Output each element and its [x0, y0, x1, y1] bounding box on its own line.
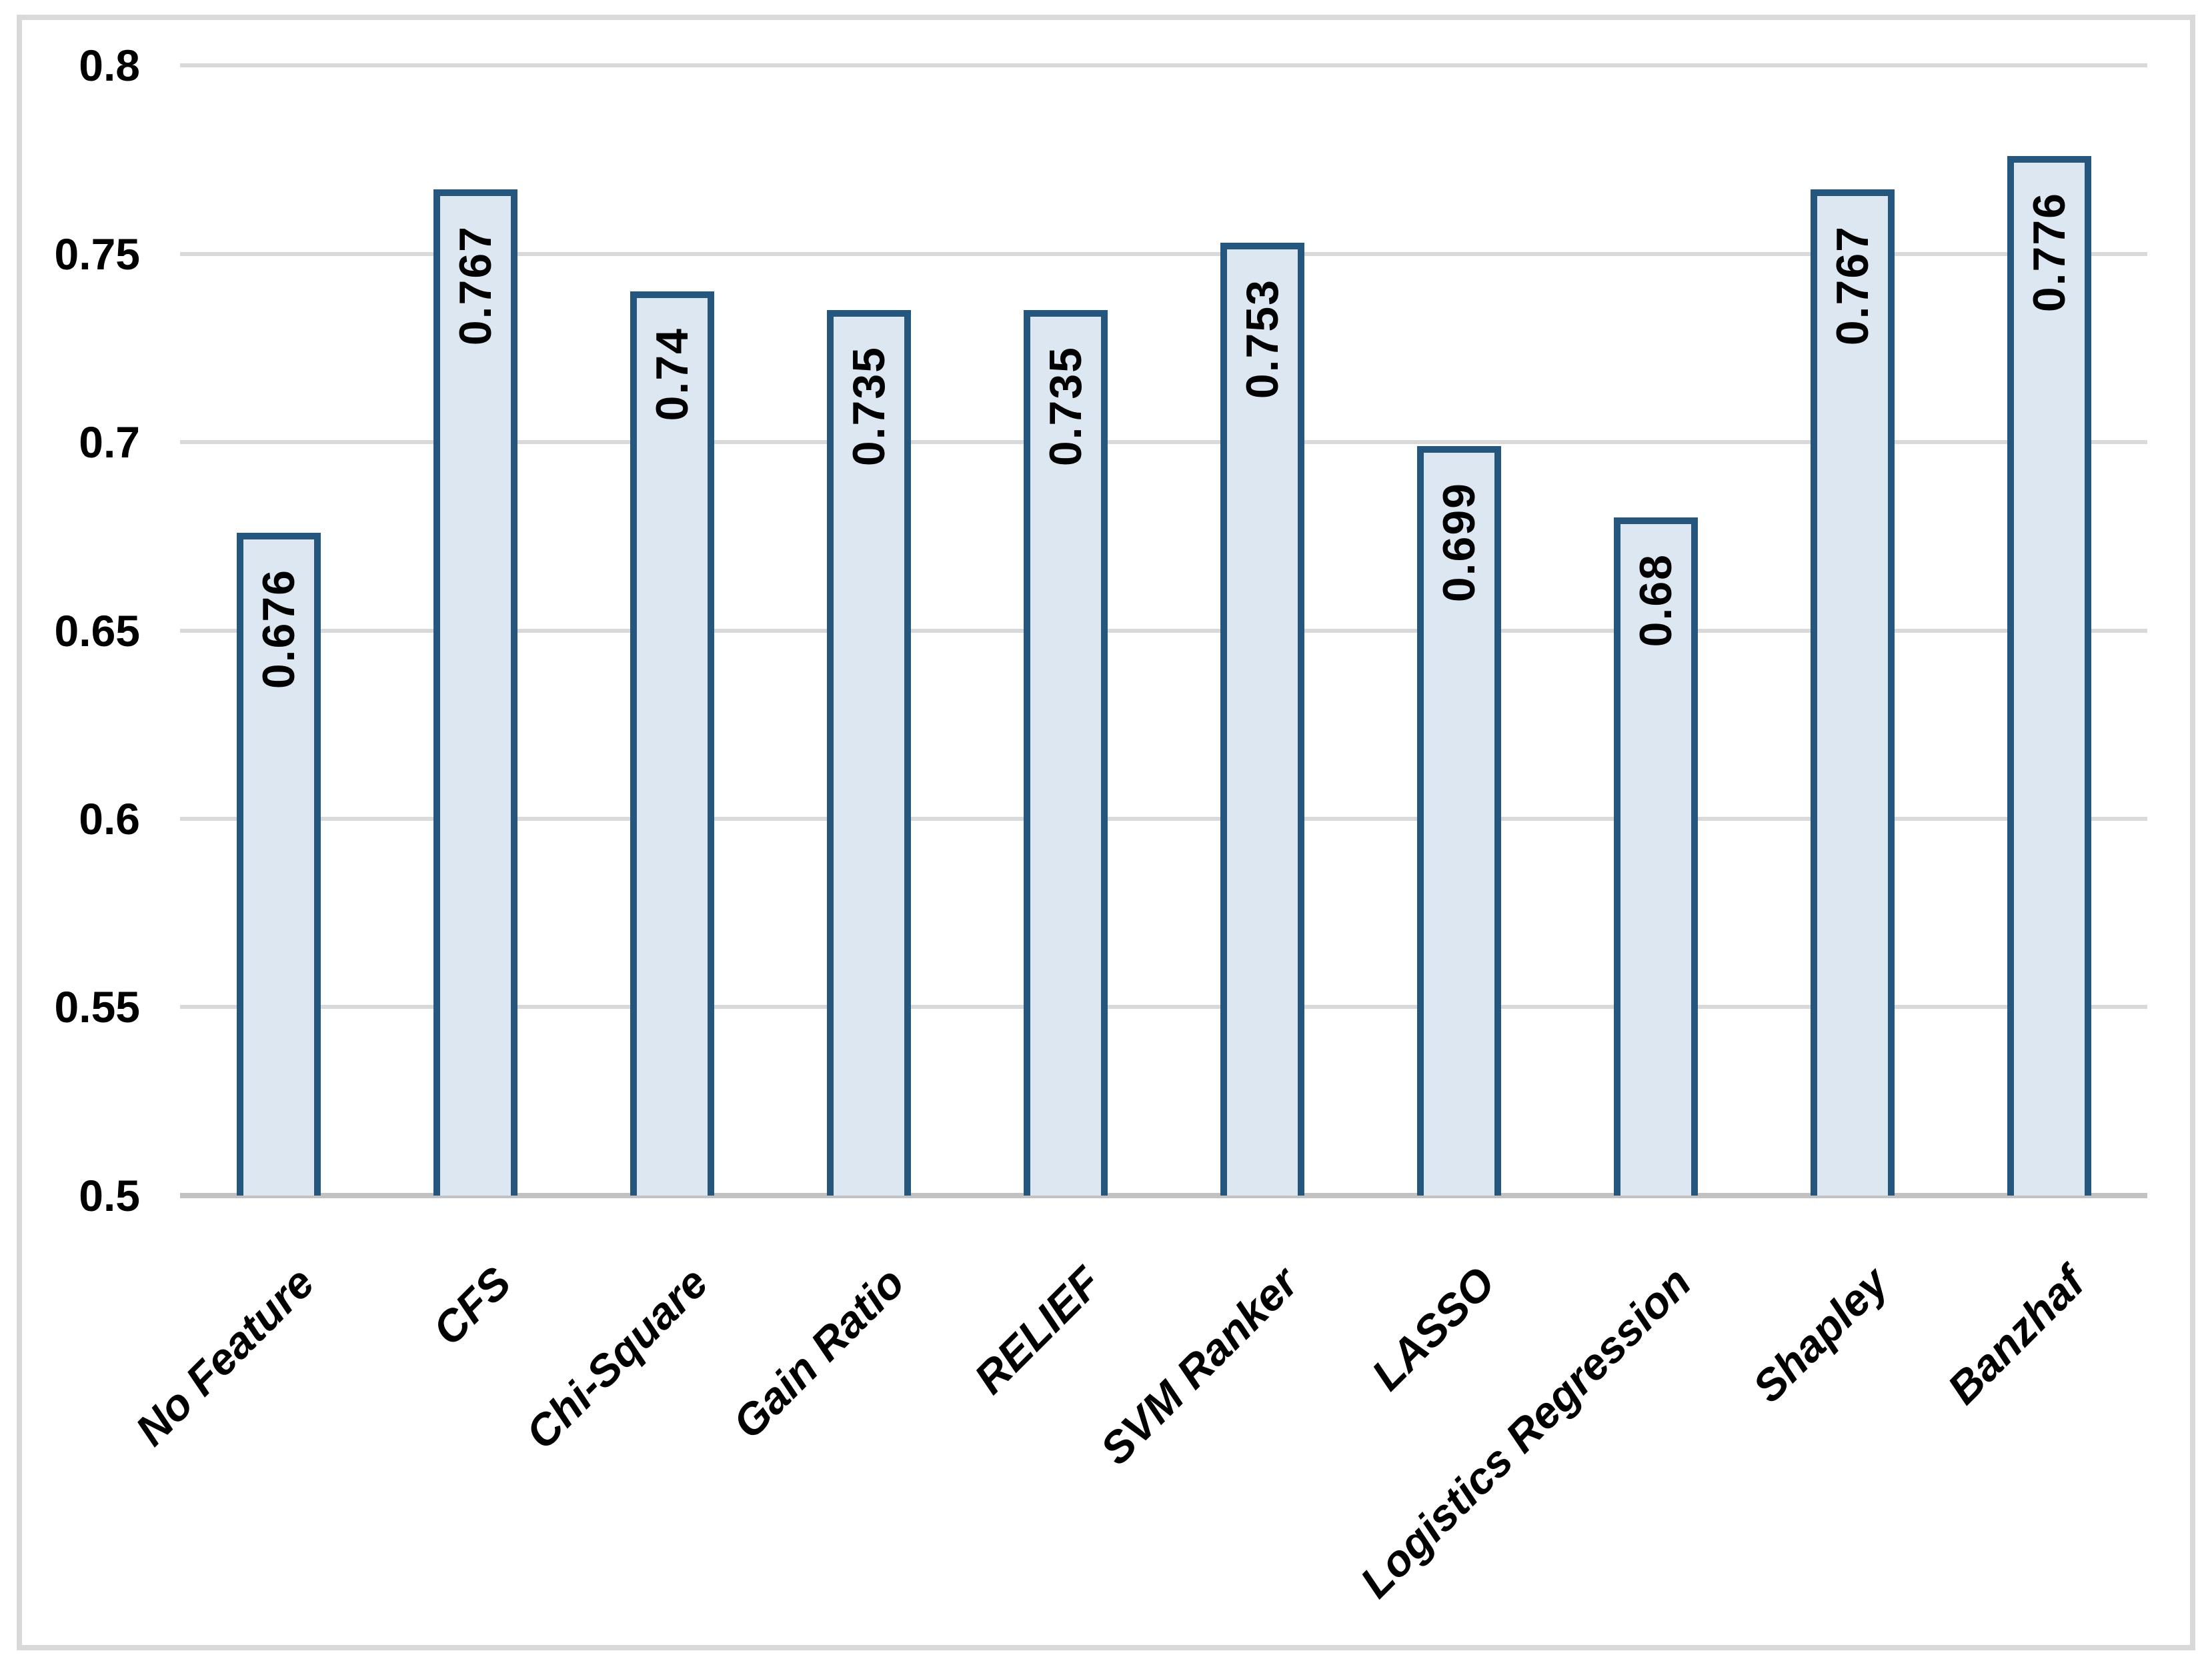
y-axis-tick-label: 0.55 — [54, 982, 140, 1032]
bar-svm-ranker — [1220, 243, 1304, 1196]
bar-chi-square — [630, 291, 714, 1196]
bar-value-label: 0.767 — [450, 225, 501, 346]
y-axis-tick-label: 0.5 — [79, 1171, 140, 1220]
x-axis-line — [180, 1193, 2147, 1198]
y-gridline — [180, 817, 2147, 821]
y-axis-tick-label: 0.75 — [54, 229, 140, 279]
y-axis-tick-label: 0.7 — [79, 417, 140, 467]
y-gridline — [180, 440, 2147, 444]
y-gridline — [180, 63, 2147, 67]
bar-shapley — [1811, 189, 1895, 1196]
y-gridline — [180, 629, 2147, 633]
bar-value-label: 0.699 — [1434, 482, 1484, 603]
bar-value-label: 0.767 — [1827, 225, 1878, 346]
y-gridline — [180, 1005, 2147, 1009]
bar-value-label: 0.776 — [2024, 192, 2075, 313]
bar-value-label: 0.735 — [1040, 346, 1091, 467]
y-axis-tick-label: 0.65 — [54, 606, 140, 655]
bar-no-feature — [237, 533, 321, 1196]
bar-banzhaf — [2007, 156, 2091, 1196]
y-axis-tick-label: 0.8 — [79, 41, 140, 90]
bar-value-label: 0.676 — [253, 569, 304, 689]
y-axis-tick-label: 0.6 — [79, 794, 140, 844]
bar-gain-ratio — [827, 310, 911, 1196]
y-gridline — [180, 252, 2147, 256]
bar-lasso — [1417, 446, 1501, 1196]
bar-value-label: 0.68 — [1630, 553, 1681, 647]
bar-value-label: 0.735 — [844, 346, 894, 467]
bar-relief — [1024, 310, 1108, 1196]
bar-cfs — [433, 189, 517, 1196]
bar-logistics-regression — [1614, 517, 1698, 1196]
bar-value-label: 0.753 — [1237, 279, 1288, 399]
bar-value-label: 0.74 — [647, 327, 698, 421]
